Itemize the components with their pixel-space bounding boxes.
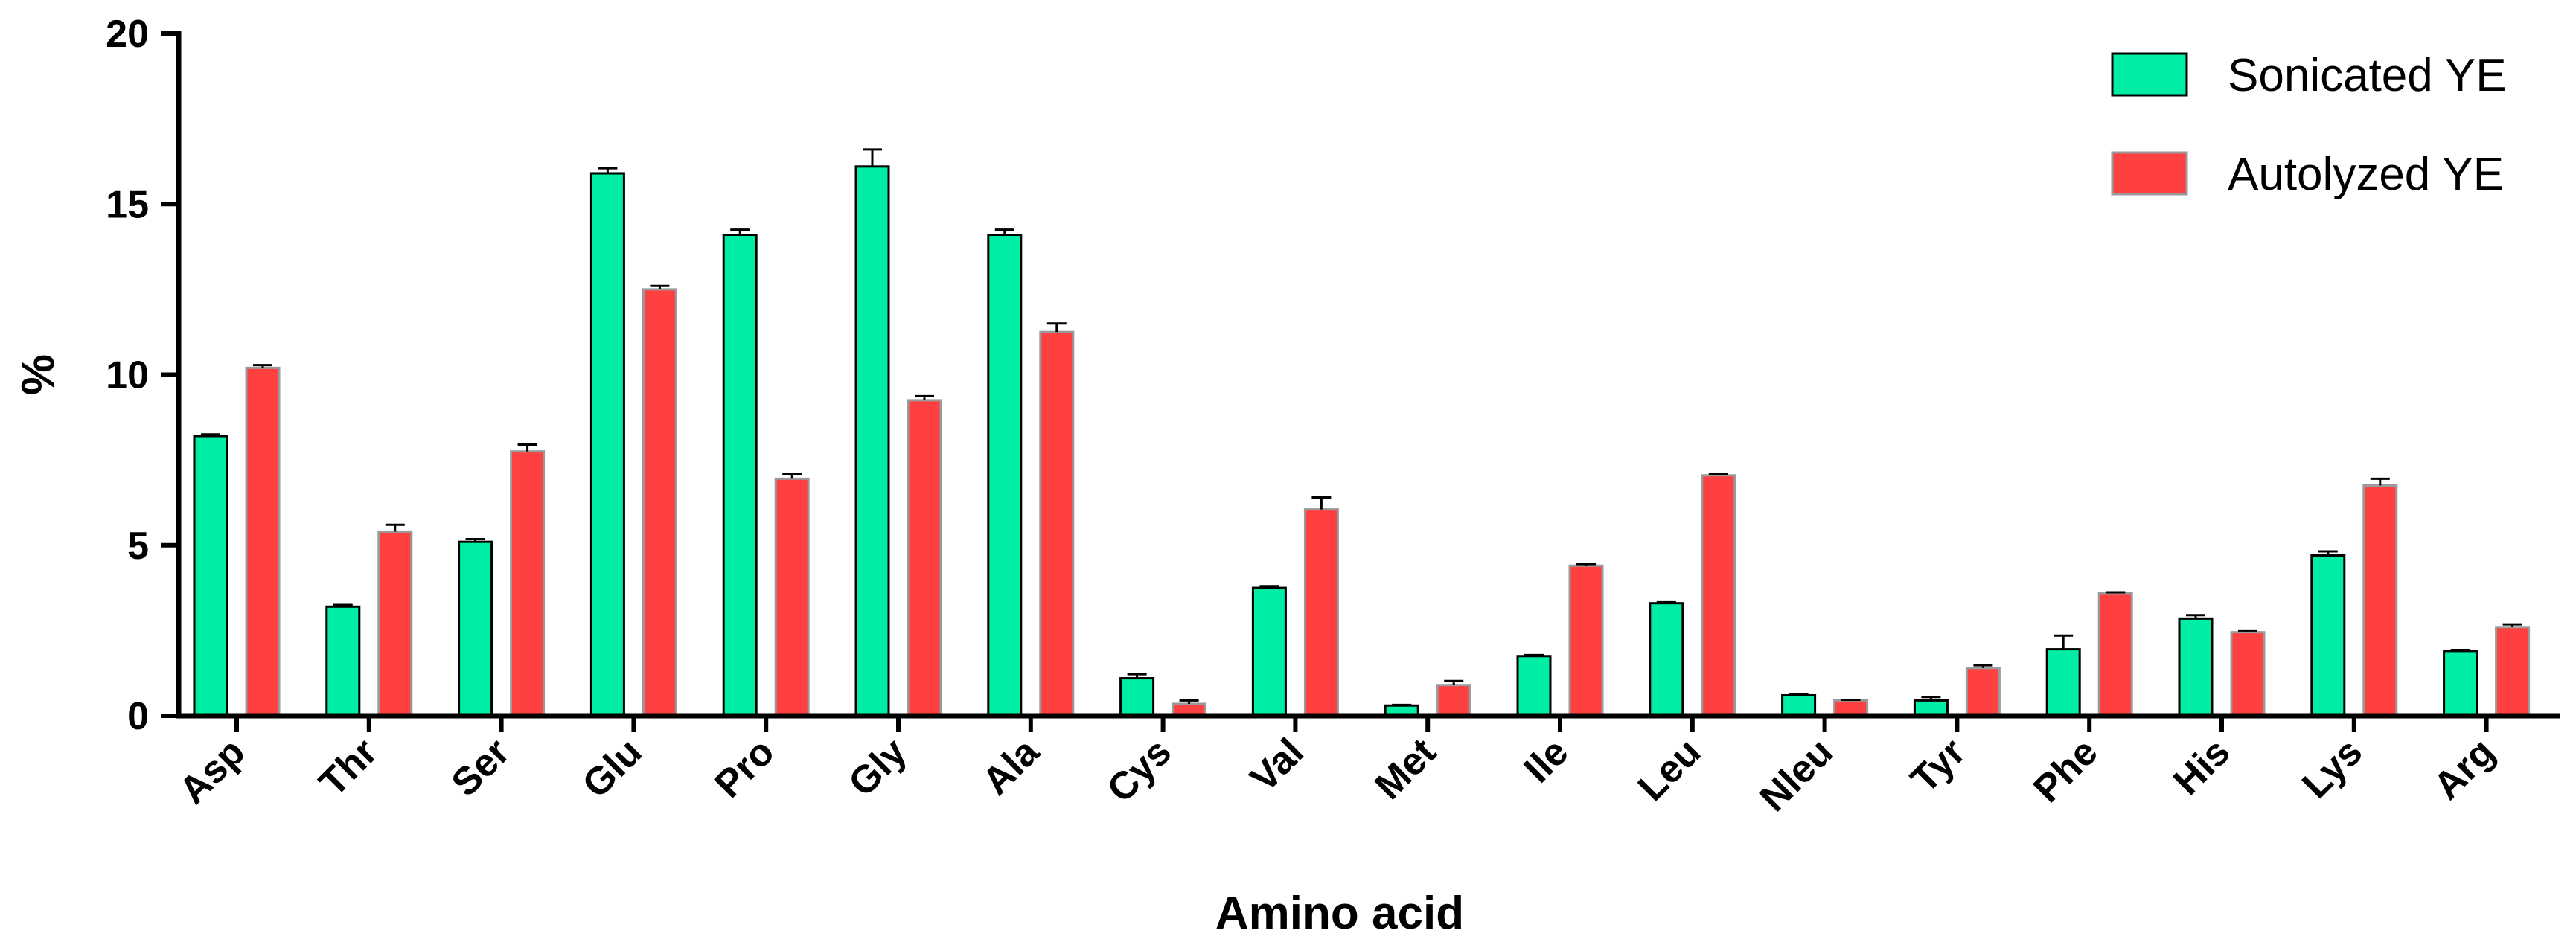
bar-sonicated-ile — [1516, 655, 1552, 717]
bar-autolyzed-asp — [245, 366, 281, 717]
bar-sonicated-gly — [854, 165, 890, 717]
bar-autolyzed-thr — [377, 530, 413, 717]
bar-sonicated-lys — [2310, 554, 2346, 717]
legend-swatch — [2111, 151, 2188, 196]
x-axis-title: Amino acid — [1215, 888, 1464, 939]
x-tick-label-leu: Leu — [1630, 730, 1709, 809]
bar-autolyzed-val — [1303, 508, 1339, 717]
bar-autolyzed-his — [2230, 631, 2266, 717]
y-axis-title: % — [13, 354, 64, 395]
x-tick-label-tyr: Tyr — [1902, 730, 1974, 801]
x-tick-label-arg: Arg — [2426, 730, 2503, 807]
bar-autolyzed-met — [1436, 684, 1471, 717]
bar-sonicated-his — [2178, 617, 2214, 717]
bar-autolyzed-gly — [907, 399, 942, 717]
x-tick-label-cys: Cys — [1099, 730, 1180, 810]
x-tick-label-ile: Ile — [1516, 730, 1577, 791]
bar-sonicated-ser — [458, 540, 493, 717]
bar-autolyzed-arg — [2495, 626, 2531, 717]
x-tick-label-asp: Asp — [171, 730, 253, 812]
bar-autolyzed-glu — [642, 288, 677, 717]
y-tick-label: 0 — [127, 695, 149, 738]
bar-autolyzed-lys — [2362, 484, 2398, 717]
y-tick-label: 5 — [127, 525, 149, 568]
legend: Sonicated YE Autolyzed YE — [2111, 50, 2507, 200]
bar-sonicated-phe — [2045, 648, 2081, 717]
bar-sonicated-ala — [987, 234, 1023, 717]
bar-sonicated-arg — [2443, 650, 2478, 717]
x-tick-label-ser: Ser — [444, 730, 518, 804]
bar-sonicated-pro — [722, 234, 758, 717]
bar-sonicated-leu — [1649, 602, 1684, 717]
x-tick-label-met: Met — [1367, 730, 1444, 807]
x-tick-label-lys: Lys — [2294, 730, 2371, 807]
x-tick-label-ala: Ala — [974, 730, 1048, 804]
x-tick-label-glu: Glu — [575, 730, 651, 806]
bar-sonicated-cys — [1119, 677, 1155, 717]
bar-autolyzed-pro — [774, 477, 810, 717]
y-axis-ticks: 0 5 10 15 20 — [106, 13, 179, 738]
x-tick-label-phe: Phe — [2025, 730, 2106, 810]
bar-autolyzed-leu — [1701, 474, 1736, 717]
x-tick-label-his: His — [2165, 730, 2238, 803]
bar-autolyzed-tyr — [1965, 667, 2001, 717]
bar-autolyzed-ala — [1039, 330, 1075, 717]
y-tick-label: 15 — [106, 183, 149, 226]
bar-sonicated-glu — [589, 172, 625, 717]
bars — [193, 148, 2531, 717]
bar-sonicated-thr — [325, 605, 361, 717]
bar-sonicated-nleu — [1781, 693, 1817, 717]
x-tick-label-nleu: Nleu — [1751, 730, 1841, 820]
x-tick-label-pro: Pro — [706, 730, 782, 806]
bar-sonicated-asp — [193, 435, 228, 717]
y-tick-label: 20 — [106, 13, 149, 56]
x-tick-label-val: Val — [1242, 730, 1312, 800]
x-tick-label-thr: Thr — [311, 730, 386, 804]
bar-autolyzed-phe — [2097, 592, 2133, 717]
legend-label: Sonicated YE — [2228, 50, 2507, 101]
bar-autolyzed-ile — [1568, 564, 1604, 717]
x-tick-label-gly: Gly — [840, 730, 915, 804]
y-tick-label: 10 — [106, 354, 149, 397]
legend-swatch — [2111, 52, 2188, 97]
x-axis-ticks: Asp Thr Ser Glu Pro Gly Ala Cys Val Met Ile Leu Nleu… — [171, 716, 2503, 820]
bar-sonicated-val — [1251, 586, 1287, 717]
bar-autolyzed-ser — [510, 450, 546, 717]
legend-label: Autolyzed YE — [2228, 149, 2504, 200]
